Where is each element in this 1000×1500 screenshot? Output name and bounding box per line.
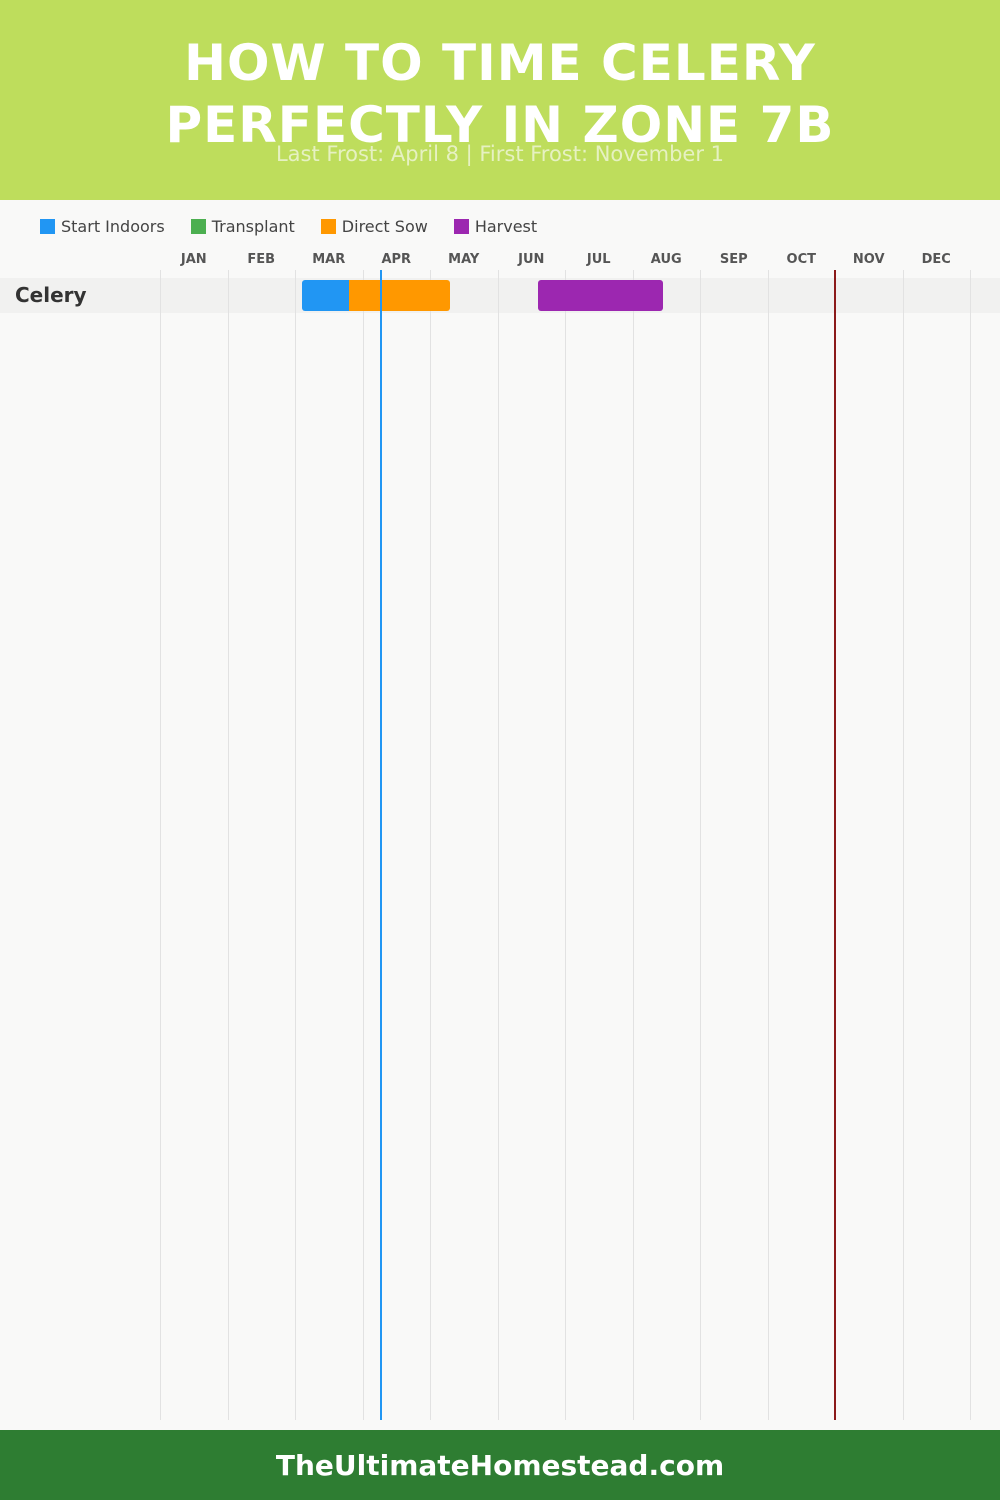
month-gridline — [295, 270, 296, 1420]
month-gridline — [227, 270, 229, 1420]
month-tick-label-jan: JAN — [180, 252, 207, 267]
month-tick-label-oct: OCT — [786, 252, 816, 267]
month-tick-label-jun: JUN — [518, 252, 545, 267]
month-tick-label-dec: DEC — [921, 252, 951, 267]
month-tick-label-nov: NOV — [852, 252, 885, 267]
month-tick-label-jul: JUL — [586, 252, 611, 267]
month-tick-label-apr: APR — [381, 252, 412, 267]
month-gridline — [160, 270, 161, 1420]
legend-swatch — [190, 218, 206, 234]
frost-dates-subtitle: Last Frost: April 8 | First Frost: Novem… — [275, 142, 725, 166]
month-tick-label-aug: AUG — [650, 252, 682, 267]
legend-item-direct-sow: Direct Sow — [320, 216, 428, 236]
page-title-line-1: HOW TO TIME CELERY — [184, 34, 816, 92]
month-gridline — [497, 270, 499, 1420]
last-frost-line — [379, 270, 382, 1420]
month-gridline — [565, 270, 566, 1420]
bar-direct-sow — [349, 280, 451, 311]
month-tick-label-may: MAY — [448, 252, 480, 267]
crop-label: Celery — [15, 283, 87, 307]
legend-label: Transplant — [211, 216, 295, 236]
legend-item-transplant: Transplant — [190, 216, 295, 236]
bar-harvest — [538, 280, 663, 311]
month-tick-label-mar: MAR — [312, 252, 346, 267]
month-gridline — [362, 270, 364, 1420]
month-tick-label-feb: FEB — [247, 252, 276, 267]
bar-start-indoors — [301, 280, 349, 311]
month-gridline — [632, 270, 634, 1420]
first-frost-line — [834, 270, 836, 1420]
month-gridline — [970, 270, 971, 1420]
month-tick-label-sep: SEP — [719, 252, 748, 267]
legend-swatch — [320, 218, 336, 234]
page-title-line-2: PERFECTLY IN ZONE 7B — [165, 96, 835, 154]
header-banner: HOW TO TIME CELERY PERFECTLY IN ZONE 7B … — [0, 0, 1000, 200]
chart-legend: Start Indoors Transplant Direct Sow Harvest — [40, 214, 563, 238]
legend-label: Harvest — [474, 216, 538, 236]
month-gridline — [700, 270, 701, 1420]
footer-site-name: TheUltimateHomestead.com — [275, 1448, 725, 1482]
crop-row — [0, 278, 1000, 313]
month-gridline — [767, 270, 769, 1420]
legend-label: Direct Sow — [341, 216, 428, 236]
legend-item-start-indoors: Start Indoors — [40, 217, 165, 236]
month-gridline — [430, 270, 431, 1420]
footer-banner: TheUltimateHomestead.com — [0, 1430, 1000, 1500]
legend-item-harvest: Harvest — [453, 216, 538, 236]
legend-label: Start Indoors — [61, 216, 165, 236]
month-gridline — [902, 270, 904, 1420]
legend-swatch — [453, 218, 469, 234]
legend-swatch — [40, 218, 55, 234]
